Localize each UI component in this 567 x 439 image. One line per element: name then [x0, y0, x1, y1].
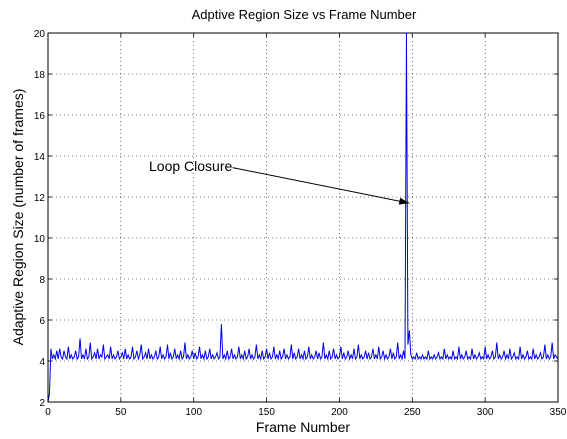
y-tick-label: 6	[39, 316, 45, 327]
y-tick-label: 14	[34, 152, 46, 163]
y-tick-label: 18	[34, 70, 46, 81]
y-tick-label: 4	[39, 357, 45, 368]
x-tick-label: 300	[477, 407, 494, 418]
chart-title: Adptive Region Size vs Frame Number	[192, 7, 417, 22]
series-layer	[47, 32, 559, 403]
plot-frame	[47, 32, 559, 403]
x-tick-label: 0	[45, 407, 51, 418]
annotation-arrowhead	[398, 197, 410, 205]
x-tick-label: 200	[331, 407, 348, 418]
x-tick-label: 350	[550, 407, 567, 418]
annotation-arrow	[232, 167, 410, 204]
y-tick-label: 12	[34, 193, 46, 204]
x-axis-label: Frame Number	[256, 419, 350, 435]
y-tick-label: 20	[34, 29, 46, 40]
series-line	[47, 32, 559, 403]
x-tick-label: 250	[404, 407, 421, 418]
x-tick-label: 50	[115, 407, 127, 418]
y-axis-label: Adaptive Region Size (number of frames)	[10, 89, 26, 346]
y-axis: 2 4 6 8 10 12 14 16 18 20	[34, 29, 558, 409]
y-tick-label: 8	[39, 275, 45, 286]
y-tick-label: 2	[39, 398, 45, 409]
x-axis: 0 50 100 150 200 250 300 350	[45, 33, 567, 418]
y-tick-label: 16	[34, 111, 46, 122]
x-tick-label: 100	[185, 407, 202, 418]
y-tick-label: 10	[34, 234, 46, 245]
x-tick-label: 150	[258, 407, 275, 418]
annotation: Loop Closure	[149, 158, 410, 205]
annotation-label: Loop Closure	[149, 158, 232, 174]
grid	[48, 33, 558, 402]
